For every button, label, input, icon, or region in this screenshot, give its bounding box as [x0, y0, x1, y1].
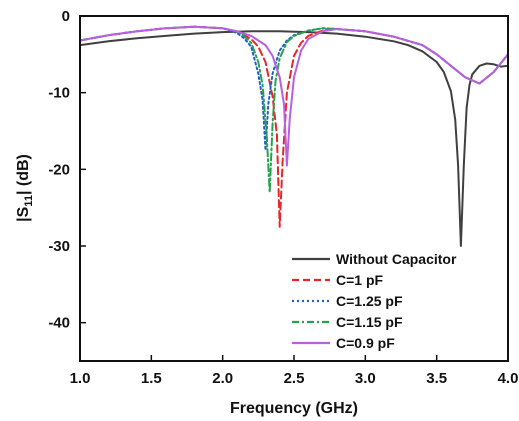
x-tick-label: 1.5 — [141, 370, 162, 387]
legend-label-2: C=1.25 pF — [336, 293, 403, 309]
series-line-4 — [79, 25, 509, 167]
y-axis-title-suffix: | (dB) — [15, 154, 32, 195]
legend: Without Capacitor C=1 pF C=1.25 pF C=1.15 p… — [292, 251, 457, 351]
series-line-0 — [79, 30, 509, 247]
y-tick-label: -20 — [48, 161, 70, 178]
y-axis-title: |S11| (dB) — [15, 154, 35, 222]
y-tick-label: -10 — [48, 85, 70, 102]
y-tick-label: 0 — [62, 8, 70, 25]
y-tick-label: -30 — [48, 238, 70, 255]
y-ticks: 0 -10 -20 -30 -40 — [48, 8, 86, 332]
x-tick-label: 3.5 — [426, 370, 447, 387]
y-axis-title-prefix: |S — [15, 206, 32, 221]
x-tick-label: 4.0 — [498, 370, 519, 387]
x-ticks: 1.0 1.5 2.0 2.5 3.0 3.5 4.0 — [70, 355, 519, 387]
y-tick-label: -40 — [48, 315, 70, 332]
y-axis-title-subscript: 11 — [23, 195, 35, 207]
legend-label-3: C=1.15 pF — [336, 314, 403, 330]
x-tick-label: 2.0 — [212, 370, 233, 387]
x-tick-label: 3.0 — [355, 370, 376, 387]
legend-label-0: Without Capacitor — [336, 251, 457, 267]
series-layer — [79, 25, 509, 247]
x-tick-label: 1.0 — [70, 370, 91, 387]
legend-label-4: C=0.9 pF — [336, 335, 395, 351]
x-axis-title: Frequency (GHz) — [230, 400, 358, 417]
x-tick-label: 2.5 — [284, 370, 305, 387]
legend-label-1: C=1 pF — [336, 272, 384, 288]
